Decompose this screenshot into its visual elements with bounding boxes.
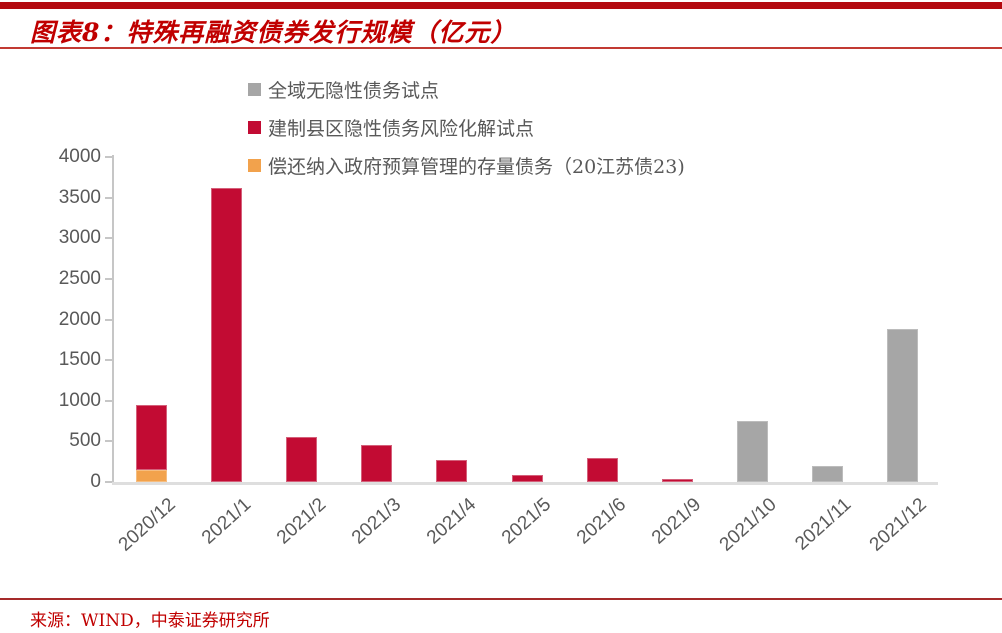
legend-swatch-orange-icon [248,158,261,172]
legend-label: 偿还纳入政府预算管理的存量债务（20江苏债23) [268,155,685,178]
bar-segment-2021-12 [887,329,919,482]
y-axis-tick-mark [105,277,112,280]
y-axis-tick-mark [105,359,112,362]
bar-segment-2021-11 [811,465,843,482]
bar-segment-2021-6 [586,457,618,482]
y-axis-tick-mark [105,196,112,199]
y-axis-tick-label: 4000 [58,146,101,167]
y-axis-tick-mark [105,481,112,483]
y-axis-tick-label: 3000 [58,227,101,249]
y-axis-tick-label: 2500 [58,267,101,289]
x-axis-tick-label: 2021/6 [572,494,631,549]
y-axis-line [112,155,114,484]
footer-rule [0,598,1002,600]
page-title: 图表8：特殊再融资债券发行规模（亿元） [30,18,517,47]
legend-label: 全域无隐性债务试点 [268,79,440,102]
source-note: 来源：WIND，中泰证券研究所 [30,611,270,631]
x-axis-tick-label: 2021/4 [422,494,481,549]
y-axis-tick-label: 3500 [58,186,101,208]
y-axis-tick-label: 1000 [58,389,101,411]
bar-segment-2020-12 [136,404,168,470]
bar-segment-2020-12 [136,469,168,482]
x-axis-line [112,482,938,485]
x-axis-tick-label: 2021/1 [197,494,255,549]
y-axis-tick-mark [105,440,112,443]
bar-segment-2021-2 [286,437,318,482]
x-axis-tick-label: 2021/9 [648,494,706,549]
x-axis-tick-label: 2021/10 [715,494,781,556]
legend-swatch-red-icon [248,120,261,134]
top-red-rule [0,2,1002,9]
y-axis-tick-label: 2000 [58,308,101,330]
x-axis-tick-label: 2021/11 [791,494,856,555]
legend-item-quanyu: 全域无隐性债务试点 [248,76,685,102]
chart-legend: 全域无隐性债务试点 建制县区隐性债务风险化解试点 偿还纳入政府预算管理的存量债务… [248,76,685,190]
bar-segment-2021-4 [436,460,468,482]
y-axis-tick-mark [105,156,112,158]
bar-segment-2021-9 [661,479,693,482]
y-axis-tick-mark [105,318,112,321]
y-axis-tick-label: 1500 [58,349,101,371]
title-underline-rule [0,47,1002,49]
y-axis-tick-label: 0 [90,471,101,492]
legend-label: 建制县区隐性债务风险化解试点 [268,117,535,140]
bar-segment-2021-10 [736,421,768,482]
y-axis-tick-mark [105,399,112,402]
bar-segment-2021-3 [361,445,393,482]
x-axis-tick-label: 2021/3 [347,494,405,549]
legend-item-changhuan: 偿还纳入政府预算管理的存量债务（20江苏债23) [248,152,685,178]
legend-swatch-gray-icon [248,82,261,96]
legend-item-jianzhi: 建制县区隐性债务风险化解试点 [248,114,685,140]
x-axis-tick-label: 2020/12 [114,494,180,556]
bar-segment-2021-5 [511,475,543,482]
y-axis-tick-label: 500 [69,430,101,452]
y-axis-tick-mark [105,237,112,240]
x-axis-tick-label: 2021/5 [497,494,556,549]
x-axis-tick-label: 2021/12 [865,494,931,556]
x-axis-tick-label: 2021/2 [272,494,330,549]
bar-segment-2021-1 [211,187,243,482]
